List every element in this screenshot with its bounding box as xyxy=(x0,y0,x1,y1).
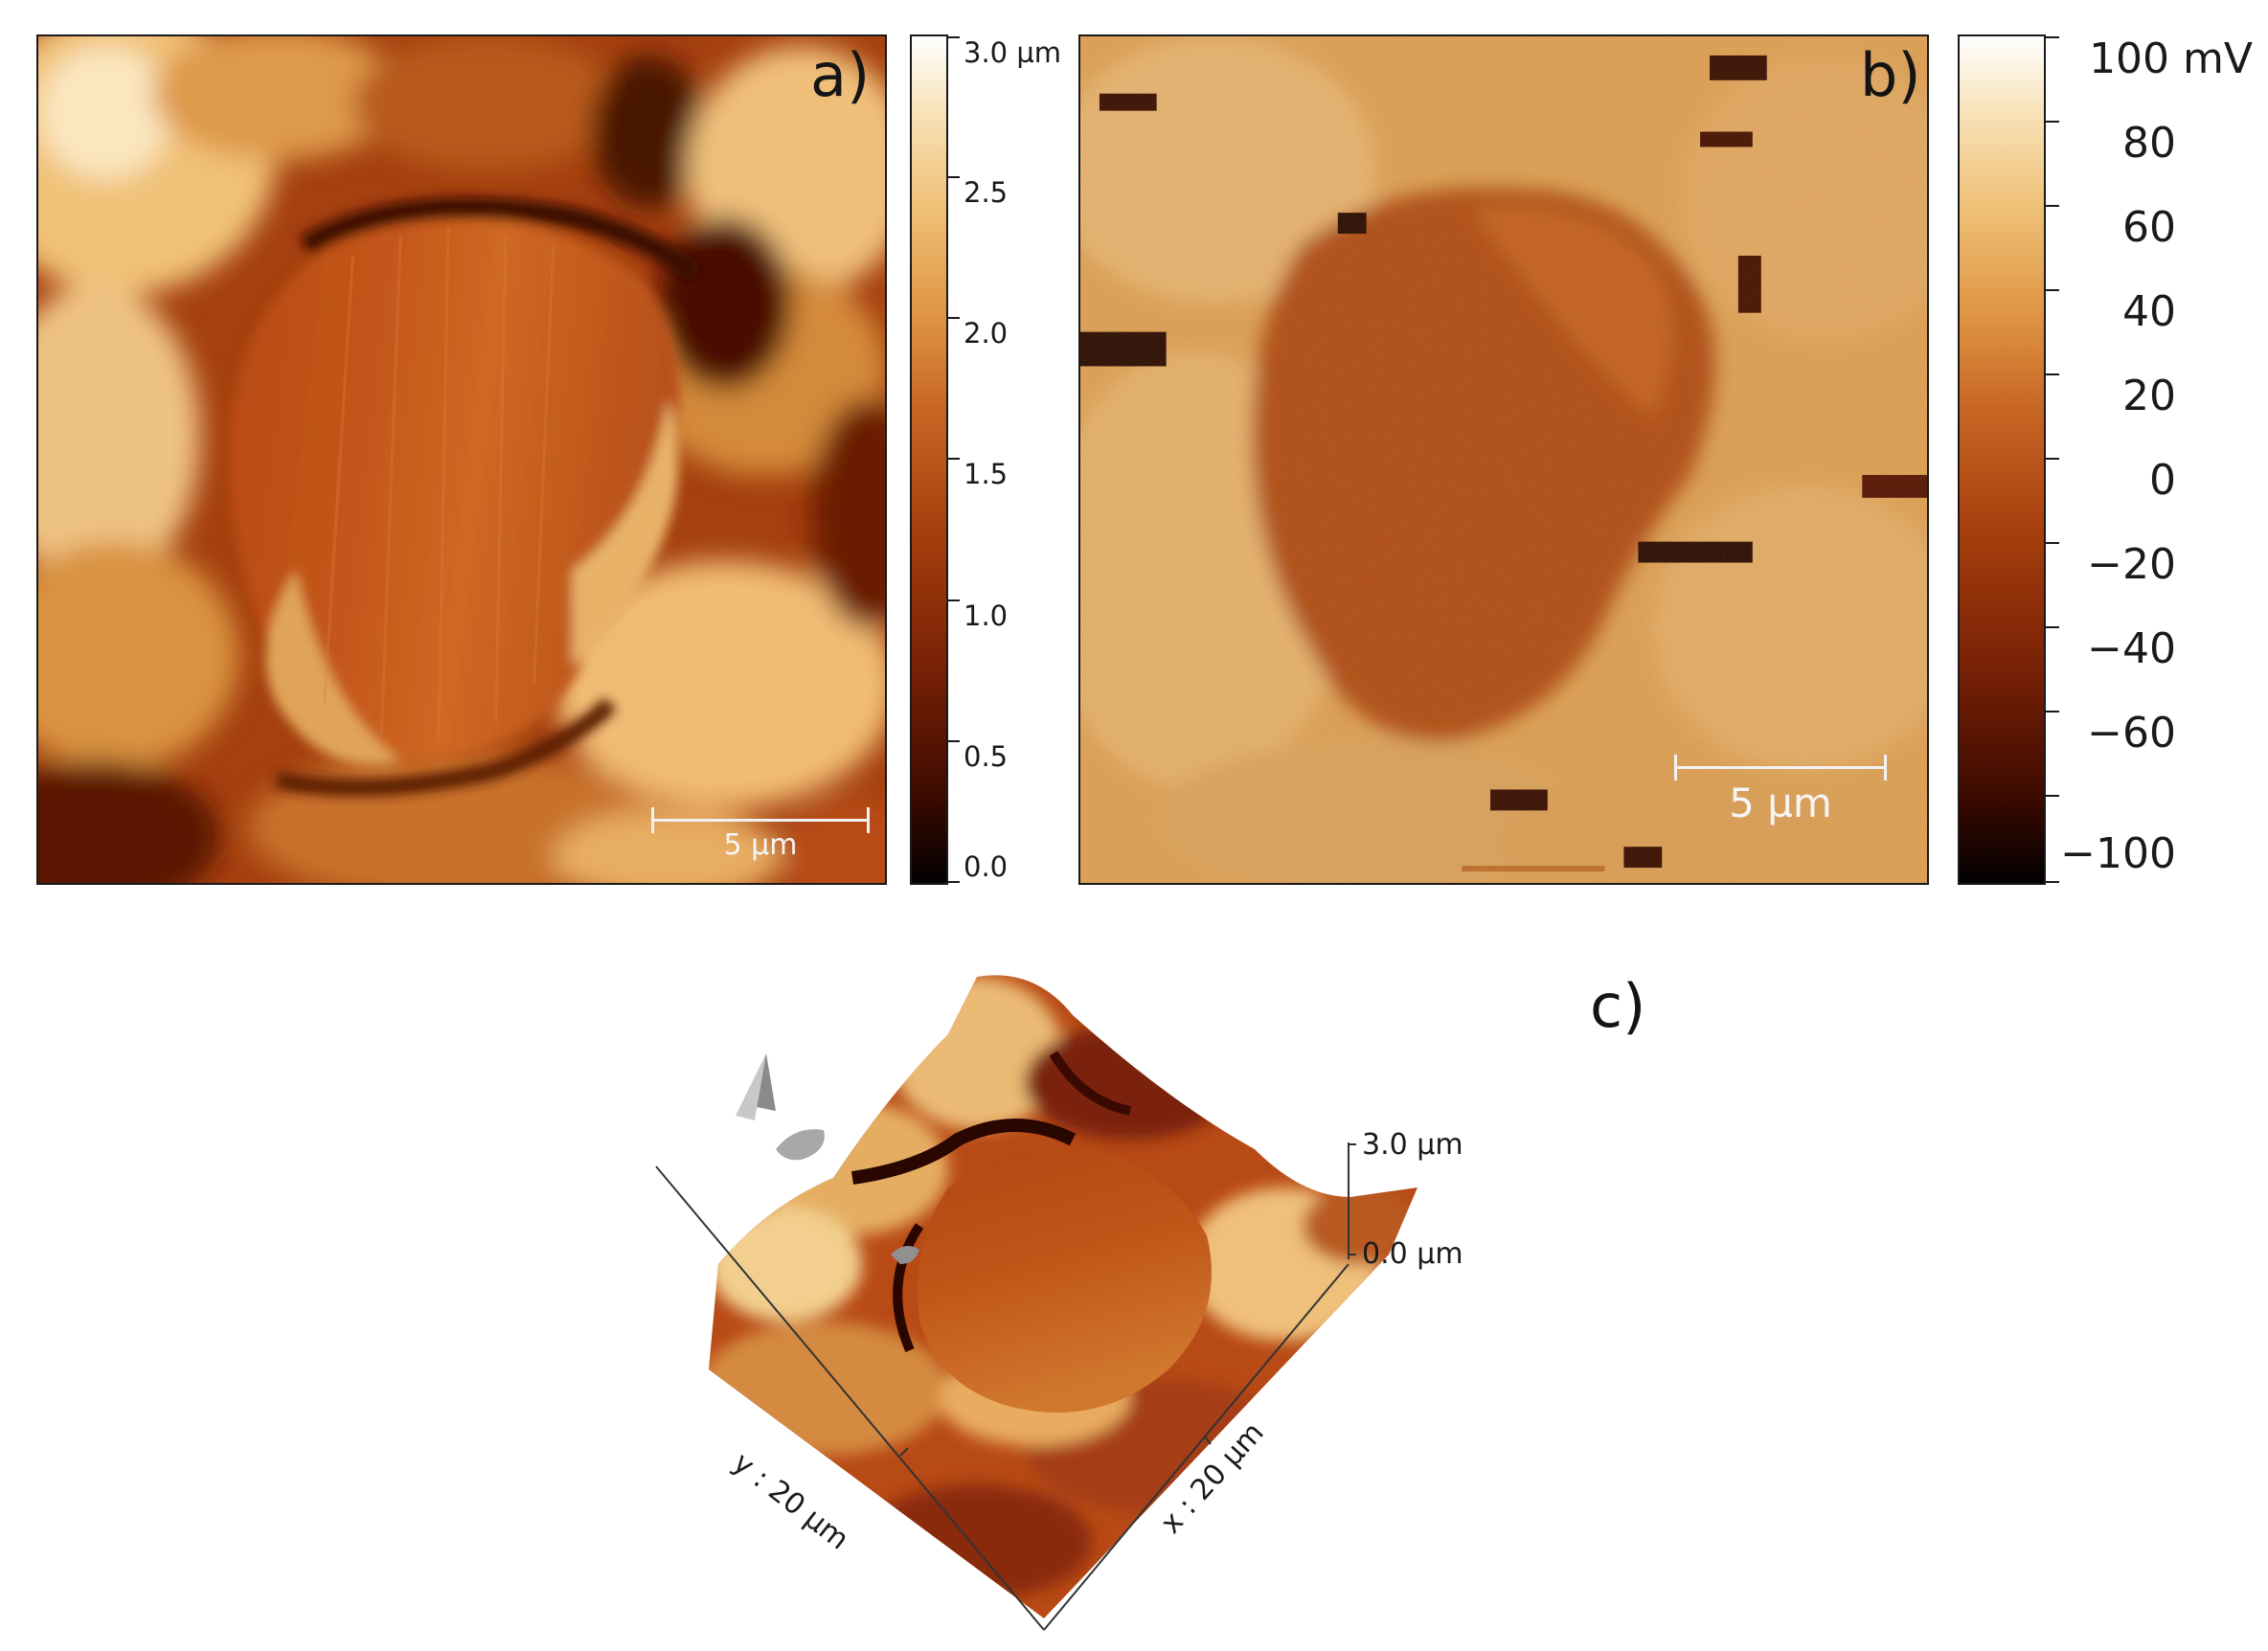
topography-3d-view: 3.0 µm 0.0 µm y : 20 µm x : 20 µm xyxy=(632,948,1686,1647)
potential-tick-label: −40 xyxy=(2087,624,2176,673)
potential-image: b) 5 µm xyxy=(1078,34,1929,885)
height-tick-label: 3.0 µm xyxy=(964,36,1062,69)
panel-b-label: b) xyxy=(1860,40,1921,110)
height-tick-label: 1.5 xyxy=(964,458,1009,490)
z-max-label: 3.0 µm xyxy=(1362,1128,1463,1162)
potential-tick-label: 0 xyxy=(2149,456,2176,505)
height-tick-label: 2.5 xyxy=(964,176,1009,209)
panel-a-label: a) xyxy=(810,40,871,110)
potential-tick-label: −100 xyxy=(2060,829,2176,878)
height-tick-label: 0.0 xyxy=(964,850,1009,883)
potential-colorbar xyxy=(1958,34,2046,885)
height-tick-label: 1.0 xyxy=(964,599,1009,632)
potential-tick-label: 100 mV xyxy=(2089,34,2253,83)
scale-bar-b-label: 5 µm xyxy=(1729,780,1832,826)
z-min-label: 0.0 µm xyxy=(1362,1237,1463,1271)
potential-tick-label: −20 xyxy=(2087,540,2176,589)
potential-tick-label: 40 xyxy=(2122,287,2176,336)
topography-image: a) 5 µm xyxy=(36,34,887,885)
topography-map xyxy=(38,36,885,883)
potential-tick-label: 80 xyxy=(2122,119,2176,168)
height-tick-label: 2.0 xyxy=(964,317,1009,350)
potential-tick-label: 20 xyxy=(2122,372,2176,420)
potential-tick-label: 60 xyxy=(2122,203,2176,252)
scale-bar-b: 5 µm xyxy=(1674,755,1887,831)
height-colorbar xyxy=(910,34,948,885)
scale-bar-a: 5 µm xyxy=(651,807,870,865)
panel-c-label: c) xyxy=(1590,971,1646,1041)
height-tick-label: 0.5 xyxy=(964,740,1009,773)
surface-3d xyxy=(655,975,1418,1631)
scale-bar-a-label: 5 µm xyxy=(723,828,798,862)
potential-map xyxy=(1080,36,1927,883)
potential-tick-label: −60 xyxy=(2087,709,2176,758)
